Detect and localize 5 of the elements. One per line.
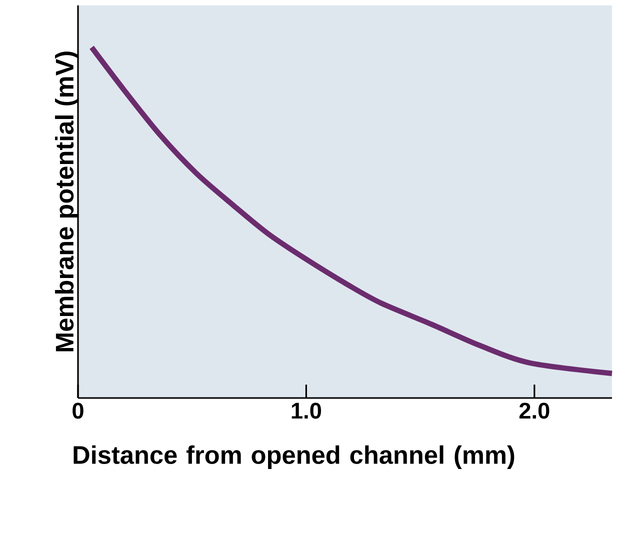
x-tick-label: 2.0 — [519, 402, 550, 419]
x-axis-title: Distance from opened channel (mm) — [74, 445, 514, 469]
y-axis-title: Membrane potential (mV) — [55, 52, 79, 352]
x-tick-label: 0 — [72, 402, 84, 419]
x-tick-label: 1.0 — [292, 402, 322, 419]
